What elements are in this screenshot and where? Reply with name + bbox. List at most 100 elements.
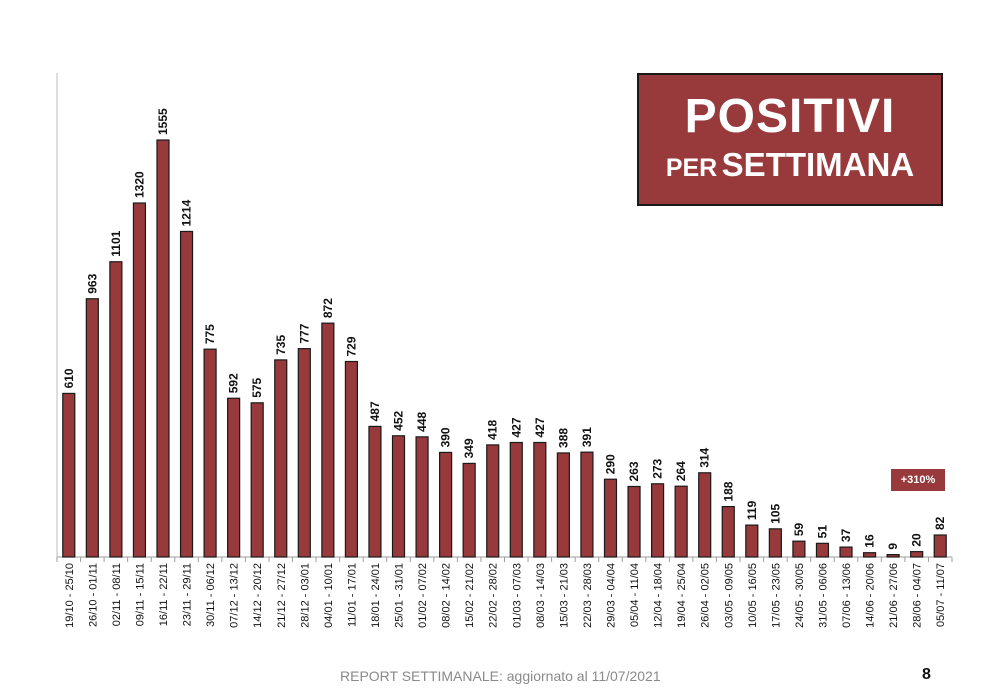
x-tick-label: 31/05 - 06/06 — [817, 563, 829, 628]
x-tick-label: 05/04 - 11/04 — [629, 563, 641, 627]
bar — [603, 478, 618, 558]
x-tick-label: 02/11 - 08/11 — [111, 563, 123, 626]
bar-value-label: 20 — [910, 533, 924, 547]
x-tick-label: 03/05 - 09/05 — [723, 563, 735, 628]
chart-title-sub-small: PER — [665, 154, 718, 182]
bar-value-label: 314 — [698, 447, 712, 467]
bar-value-label: 610 — [62, 368, 76, 388]
bar — [109, 261, 123, 558]
x-tick-label: 15/03 - 21/03 — [558, 563, 570, 628]
x-tick-label: 01/02 - 07/02 — [417, 563, 429, 628]
bar — [156, 139, 170, 558]
x-tick-label: 29/03 - 04/04 — [605, 563, 617, 628]
bar-value-label: 290 — [603, 454, 617, 474]
page-number: 8 — [922, 666, 931, 683]
x-tick-label: 22/03 - 28/03 — [582, 563, 594, 628]
bar — [368, 425, 382, 558]
x-tick-label: 10/05 - 16/05 — [747, 563, 759, 628]
bar — [556, 452, 570, 558]
bar — [533, 441, 547, 558]
bar — [674, 485, 688, 558]
bar-value-label: 119 — [745, 500, 759, 520]
bar — [721, 505, 735, 558]
bar — [62, 392, 76, 558]
bar — [910, 551, 924, 558]
x-tick-label: 26/10 - 01/11 — [87, 563, 99, 627]
bar — [321, 322, 335, 558]
bar-value-label: 9 — [886, 543, 900, 550]
bar — [886, 553, 900, 558]
bar-value-label: 575 — [250, 377, 264, 397]
bar — [344, 360, 359, 558]
chart-title-main: POSITIVI — [684, 90, 896, 143]
x-tick-label: 14/12 - 20/12 — [252, 563, 264, 628]
bar-value-label: 1320 — [132, 171, 146, 198]
x-tick-label: 11/01 - 17/01 — [346, 563, 358, 627]
x-tick-label: 14/06 - 20/06 — [865, 563, 877, 628]
bar — [933, 534, 947, 558]
bar-value-label: 264 — [674, 461, 688, 481]
bar — [297, 348, 311, 558]
bar — [862, 552, 877, 558]
x-tick-label: 19/04 - 25/04 — [676, 563, 688, 628]
bar-value-label: 51 — [815, 525, 829, 539]
bar — [815, 542, 830, 558]
x-tick-label: 04/01 - 10/01 — [323, 563, 335, 628]
bar-value-label: 37 — [839, 528, 853, 542]
bar-value-label: 273 — [651, 458, 665, 478]
x-tick-label: 18/01 - 24/01 — [370, 563, 382, 628]
bar-value-label: 448 — [415, 412, 429, 432]
bar — [179, 230, 194, 558]
bar — [627, 485, 641, 558]
x-tick-label: 22/02 - 28/02 — [488, 563, 500, 628]
x-tick-label: 08/03 - 14/03 — [535, 563, 547, 628]
x-tick-label: 23/11 - 29/11 — [182, 563, 194, 626]
x-tick-label: 17/05 - 23/05 — [770, 563, 782, 628]
x-tick-label: 15/02 - 21/02 — [464, 563, 476, 628]
bar-value-label: 775 — [203, 324, 217, 344]
x-tick-label: 16/11 - 22/11 — [158, 563, 170, 626]
bar-value-label: 188 — [721, 481, 735, 501]
chart-title-sub-big: SETTIMANA — [721, 146, 915, 183]
x-tick-label: 01/03 - 07/03 — [511, 563, 523, 628]
x-tick-label: 08/02 - 14/02 — [441, 563, 453, 628]
x-tick-label: 07/12 - 13/12 — [229, 563, 241, 628]
x-tick-label: 28/12 - 03/01 — [299, 563, 311, 628]
bar — [132, 202, 147, 558]
bar — [839, 546, 853, 558]
chart-title-box: POSITIVI PER SETTIMANA — [637, 73, 943, 206]
bar-value-label: 427 — [533, 417, 547, 437]
bar — [274, 359, 288, 558]
chart-title-sub: PER SETTIMANA — [639, 145, 941, 192]
x-tick-label: 28/06 - 04/07 — [912, 563, 924, 628]
bar-value-label: 487 — [368, 401, 382, 421]
bar — [415, 436, 429, 558]
bar-value-label: 1214 — [180, 199, 194, 226]
x-tick-label: 19/10 - 25/10 — [64, 563, 76, 628]
x-tick-label: 30/11 - 06/12 — [205, 563, 217, 627]
x-tick-label: 26/04 - 02/05 — [700, 563, 712, 628]
bar-value-label: 1555 — [156, 108, 170, 135]
x-tick-label: 05/07 - 11/07 — [935, 563, 947, 627]
bar-value-label: 872 — [321, 298, 335, 318]
x-tick-label: 21/12 - 27/12 — [276, 563, 288, 628]
bar-value-label: 391 — [580, 427, 594, 447]
x-tick-label: 07/06 - 13/06 — [841, 563, 853, 628]
bar-value-label: 82 — [933, 516, 947, 530]
bar — [792, 540, 806, 558]
bar-value-label: 963 — [85, 273, 99, 293]
x-tick-label: 25/01 - 31/01 — [394, 563, 406, 628]
bar — [203, 348, 217, 558]
bar — [650, 483, 665, 558]
bar — [509, 441, 523, 558]
x-tick-label: 21/06 - 27/06 — [888, 563, 900, 628]
change-badge: +310% — [891, 469, 945, 491]
bar-value-label: 418 — [486, 420, 500, 440]
bar-value-label: 59 — [792, 523, 806, 537]
bar-value-label: 349 — [462, 438, 476, 458]
bar — [698, 472, 712, 558]
bar-value-label: 1101 — [109, 230, 123, 256]
bar — [250, 402, 264, 558]
bar — [580, 451, 594, 558]
